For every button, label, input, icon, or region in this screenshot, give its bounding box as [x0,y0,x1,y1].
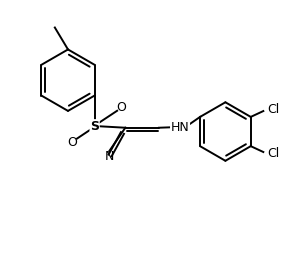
Text: O: O [67,136,77,149]
Text: Cl: Cl [267,103,279,116]
Text: Cl: Cl [267,147,279,160]
Text: N: N [105,150,114,164]
Text: S: S [90,120,99,133]
Text: HN: HN [171,121,189,134]
Text: O: O [116,101,126,114]
